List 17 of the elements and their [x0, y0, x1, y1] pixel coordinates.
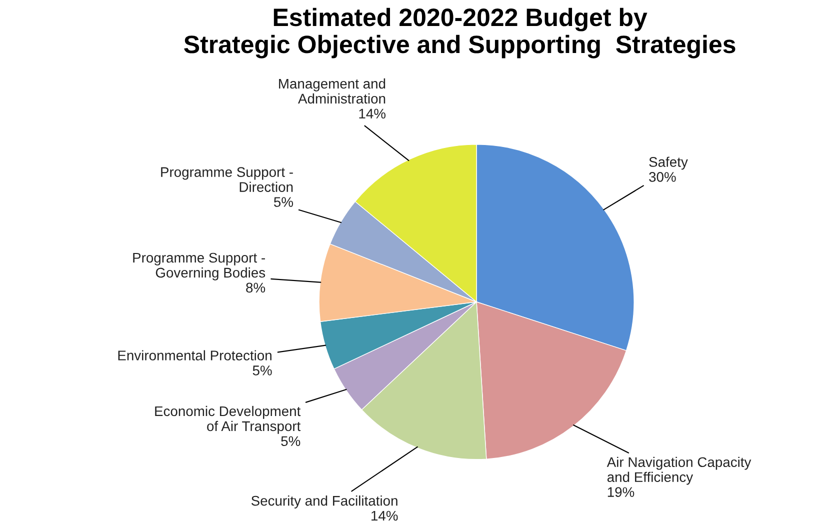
slice-label: Air Navigation Capacity and Efficiency: [606, 456, 752, 485]
data-label: 19%: [608, 487, 634, 497]
slice-label: Programme Support - Direction: [161, 167, 293, 192]
slice-label: Environmental Protection: [118, 350, 272, 360]
data-label: 14%: [372, 510, 398, 521]
data-label: 30%: [649, 172, 676, 182]
data-label: 5%: [281, 436, 300, 446]
slice-label: Security and Facilitation: [251, 496, 398, 508]
data-label: 14%: [359, 108, 386, 118]
slice-label: Management and Administration: [279, 78, 386, 104]
slice-label: Economic Development of Air Transport: [155, 406, 301, 434]
slice-label: Safety: [649, 156, 688, 170]
data-label: 5%: [252, 366, 272, 376]
data-label: 8%: [246, 282, 266, 293]
chart-title: Estimated 2020-2022 Budget by Strategic Objective and Supporting Strategies: [184, 8, 736, 58]
slice-label: Programme Support - Governing Bodies: [133, 252, 266, 280]
data-label: 5%: [274, 197, 294, 207]
